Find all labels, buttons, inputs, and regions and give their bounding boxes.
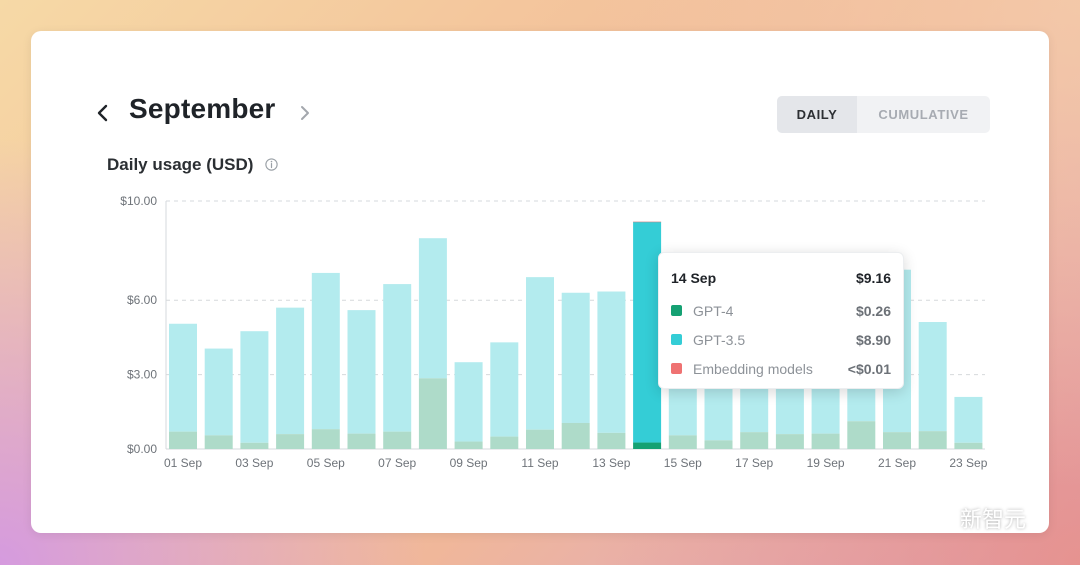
month-title: September xyxy=(129,93,276,124)
tooltip-row-embedding: Embedding models <$0.01 xyxy=(671,354,891,383)
tooltip-row-name: GPT-3.5 xyxy=(693,331,746,348)
y-tick-label: $10.00 xyxy=(120,194,157,208)
daily-tab[interactable]: DAILY xyxy=(777,96,857,133)
y-tick-label: $0.00 xyxy=(127,442,157,456)
info-icon[interactable] xyxy=(264,157,279,172)
tooltip-row-name: Embedding models xyxy=(693,360,813,377)
next-month-button[interactable] xyxy=(290,96,320,130)
tooltip-date: 14 Sep xyxy=(671,270,717,286)
tooltip-row-gpt4: GPT-4 $0.26 xyxy=(671,296,891,325)
bar-gpt4 xyxy=(740,432,769,449)
bar-gpt35 xyxy=(918,322,947,432)
bar-gpt35 xyxy=(418,238,447,379)
tooltip-row-name: GPT-4 xyxy=(693,302,734,319)
bar-gpt4 xyxy=(383,431,412,449)
bar-gpt4 xyxy=(775,434,804,449)
x-tick-label: 01 Sep xyxy=(164,456,202,470)
bar-gpt35 xyxy=(204,348,233,436)
cumulative-tab[interactable]: CUMULATIVE xyxy=(878,107,969,122)
x-tick-label: 15 Sep xyxy=(664,456,702,470)
watermark: 新智元 xyxy=(914,502,1026,534)
x-tick-label: 13 Sep xyxy=(592,456,630,470)
x-tick-label: 21 Sep xyxy=(878,456,916,470)
x-tick-label: 23 Sep xyxy=(949,456,987,470)
x-tick-label: 03 Sep xyxy=(235,456,273,470)
bar-gpt35 xyxy=(561,292,590,423)
x-tick-label: 05 Sep xyxy=(307,456,345,470)
bar-gpt35 xyxy=(526,277,554,430)
bar-gpt35 xyxy=(633,221,662,443)
bar-gpt4 xyxy=(668,435,697,449)
bar-gpt4 xyxy=(311,429,340,449)
bar-gpt35 xyxy=(240,331,269,443)
bar-gpt4 xyxy=(490,436,519,449)
x-tick-label: 09 Sep xyxy=(450,456,488,470)
bar-gpt35 xyxy=(276,307,305,435)
chevron-left-icon xyxy=(97,104,108,122)
bar-gpt4 xyxy=(883,432,911,449)
embedding-swatch xyxy=(671,363,682,374)
y-tick-label: $6.00 xyxy=(127,293,157,307)
x-tick-label: 19 Sep xyxy=(807,456,845,470)
bar-gpt4 xyxy=(561,422,590,449)
view-toggle: DAILY CUMULATIVE xyxy=(777,96,990,133)
tooltip-row-value: $0.26 xyxy=(855,302,891,319)
x-tick-label: 11 Sep xyxy=(521,456,558,470)
wechat-icon xyxy=(914,503,953,532)
bar-gpt4 xyxy=(954,442,983,449)
bar-gpt4 xyxy=(847,421,876,449)
bar-gpt35 xyxy=(169,323,197,432)
bar-gpt35 xyxy=(383,284,412,432)
bar-gpt35 xyxy=(347,310,376,434)
section-label: Daily usage (USD) xyxy=(107,155,254,174)
bar-gpt4 xyxy=(204,435,233,449)
bar-embedding xyxy=(633,221,662,223)
tooltip-total: $9.16 xyxy=(855,270,891,286)
bar-gpt4 xyxy=(597,432,626,449)
bar-gpt35 xyxy=(490,342,519,437)
bar-gpt4 xyxy=(240,442,269,449)
bar-gpt35 xyxy=(454,362,483,442)
prev-month-button[interactable] xyxy=(88,96,118,130)
bar-gpt4 xyxy=(704,440,733,449)
watermark-text: 新智元 xyxy=(960,508,1027,533)
tooltip-header: 14 Sep $9.16 xyxy=(671,268,891,288)
bar-gpt4 xyxy=(454,441,483,449)
bar-gpt4 xyxy=(811,433,840,449)
x-tick-label: 17 Sep xyxy=(735,456,773,470)
bar-gpt4 xyxy=(418,378,447,449)
bar-tooltip: 14 Sep $9.16 GPT-4 $0.26 GPT-3.5 $8.90 E… xyxy=(658,252,904,389)
bar-gpt4 xyxy=(347,433,376,449)
bar-gpt4 xyxy=(169,431,197,449)
tooltip-row-value: <$0.01 xyxy=(847,360,891,377)
chevron-right-icon xyxy=(301,106,309,120)
bar-gpt4 xyxy=(633,442,662,449)
bar-gpt4 xyxy=(526,429,554,449)
x-tick-label: 07 Sep xyxy=(378,456,416,470)
gpt35-swatch xyxy=(671,334,682,345)
bar-gpt35 xyxy=(597,291,626,433)
tooltip-row-gpt35: GPT-3.5 $8.90 xyxy=(671,325,891,354)
tooltip-row-value: $8.90 xyxy=(855,331,891,348)
bar-gpt4 xyxy=(276,434,305,449)
bar-gpt35 xyxy=(311,272,340,430)
bar-gpt35 xyxy=(954,396,983,443)
gpt4-swatch xyxy=(671,305,682,316)
y-tick-label: $3.00 xyxy=(127,368,157,382)
bar-gpt4 xyxy=(918,431,947,449)
